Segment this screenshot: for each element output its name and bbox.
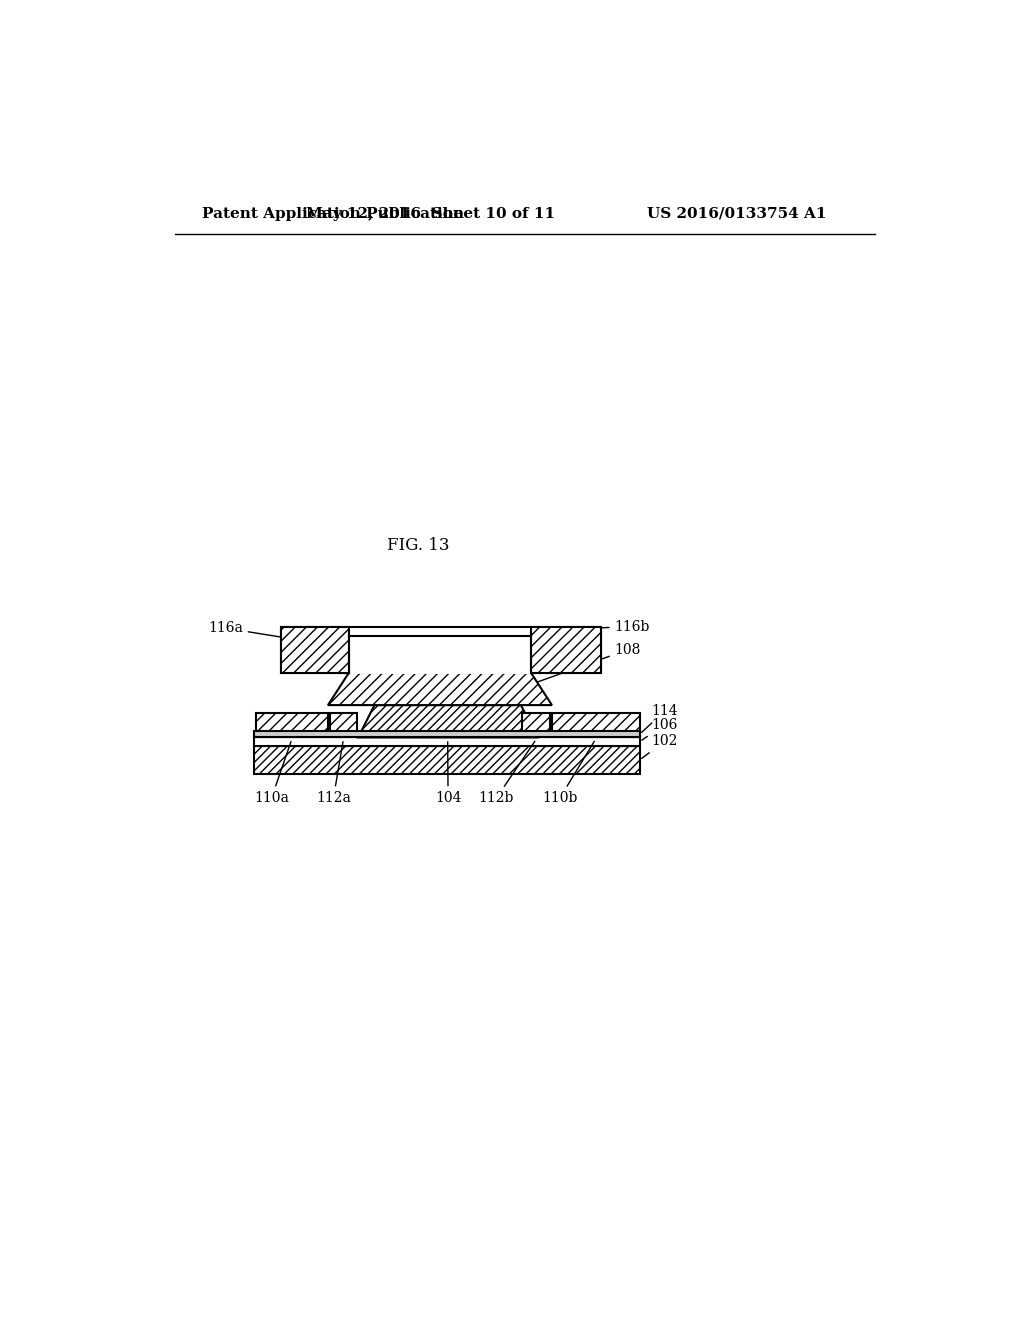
Text: 102: 102: [642, 734, 678, 759]
Text: 110b: 110b: [542, 742, 594, 805]
Polygon shape: [328, 673, 552, 705]
Text: 110a: 110a: [254, 742, 291, 805]
Polygon shape: [522, 713, 550, 738]
Polygon shape: [552, 713, 640, 738]
Polygon shape: [531, 627, 601, 673]
Text: 108: 108: [529, 643, 641, 685]
Text: 116b: 116b: [538, 619, 650, 634]
Polygon shape: [358, 705, 538, 738]
Text: 116a: 116a: [208, 622, 342, 647]
Text: 114: 114: [642, 705, 678, 733]
Polygon shape: [254, 746, 640, 775]
Text: 112a: 112a: [316, 742, 351, 805]
Polygon shape: [349, 636, 531, 673]
Polygon shape: [254, 738, 640, 746]
Text: 112b: 112b: [478, 742, 535, 805]
Polygon shape: [282, 627, 601, 673]
Text: 104: 104: [435, 742, 462, 805]
Polygon shape: [254, 731, 640, 738]
Text: May 12, 2016  Sheet 10 of 11: May 12, 2016 Sheet 10 of 11: [306, 207, 555, 220]
Polygon shape: [282, 627, 349, 673]
Text: US 2016/0133754 A1: US 2016/0133754 A1: [647, 207, 826, 220]
Text: FIG. 13: FIG. 13: [387, 537, 450, 554]
Polygon shape: [330, 713, 357, 738]
Text: 106: 106: [642, 718, 678, 741]
Text: Patent Application Publication: Patent Application Publication: [202, 207, 464, 220]
Polygon shape: [256, 713, 328, 738]
